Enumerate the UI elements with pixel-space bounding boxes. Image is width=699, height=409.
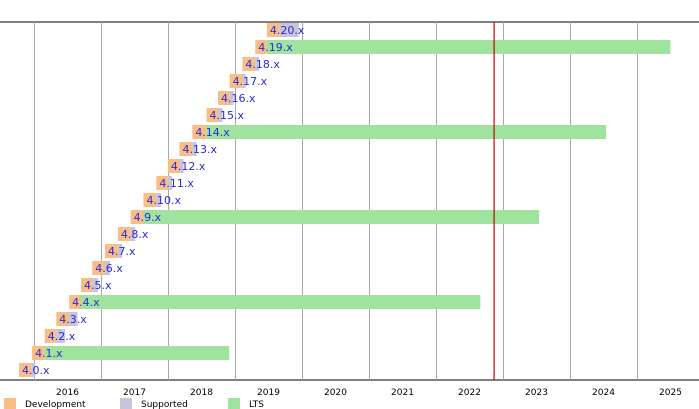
release-label: 4.13.x (182, 143, 217, 156)
legend: Development Supported LTS (4, 398, 264, 409)
supported-bar (192, 142, 197, 156)
development-bar (179, 142, 193, 156)
development-bar (156, 176, 168, 190)
release-label: 4.14.x (195, 126, 230, 139)
release-label: 4.10.x (146, 194, 181, 207)
development-bar (218, 91, 230, 105)
legend-swatch-lts (228, 398, 240, 409)
supported-bar (56, 329, 66, 343)
release-label: 4.3.x (59, 313, 87, 326)
grid-lines (0, 21, 699, 381)
development-bar (92, 261, 106, 275)
x-tick-label: 2019 (257, 388, 280, 398)
release-bars (19, 23, 671, 377)
development-bar (44, 329, 57, 343)
release-label: 4.9.x (134, 211, 162, 224)
development-bar (229, 74, 243, 88)
x-tick-label: 2016 (56, 388, 79, 398)
legend-swatch-supported (120, 398, 132, 409)
supported-bar (279, 23, 299, 37)
supported-bar (242, 74, 246, 88)
legend-label-development: Development (25, 400, 86, 409)
x-tick-label: 2017 (123, 388, 146, 398)
release-label: 4.18.x (245, 58, 280, 71)
x-tick-label: 2025 (659, 388, 682, 398)
development-bar (143, 193, 157, 207)
release-label: 4.19.x (258, 41, 293, 54)
release-label: 4.16.x (221, 92, 256, 105)
development-bar (32, 346, 45, 360)
release-label: 4.7.x (108, 245, 136, 258)
development-bar (266, 23, 280, 37)
supported-bar (130, 227, 136, 241)
supported-bar (92, 278, 98, 292)
supported-bar (229, 91, 234, 105)
release-label: 4.17.x (233, 75, 268, 88)
development-bar (167, 159, 180, 173)
x-tick-label: 2022 (458, 388, 481, 398)
legend-swatch-development (4, 398, 16, 409)
development-bar (19, 363, 32, 377)
x-tick-label: 2021 (391, 388, 414, 398)
release-label: 4.12.x (171, 160, 206, 173)
supported-bar (218, 108, 223, 122)
development-bar (242, 57, 256, 71)
release-label: 4.1.x (35, 347, 63, 360)
legend-label-lts: LTS (249, 400, 264, 409)
supported-bar (156, 193, 161, 207)
release-label: 4.4.x (72, 296, 100, 309)
release-label: 4.2.x (48, 330, 76, 343)
lts-bar (81, 295, 481, 309)
release-label: 4.0.x (22, 364, 50, 377)
development-bar (81, 278, 93, 292)
development-bar (192, 125, 207, 139)
supported-bar (105, 261, 110, 275)
release-label: 4.20.x (270, 24, 305, 37)
development-bar (117, 227, 131, 241)
supported-bar (69, 312, 78, 326)
x-axis: 2016 2017 2018 2019 2020 2021 2022 2023 2024 2025 (56, 388, 682, 398)
supported-bar (167, 176, 173, 190)
lts-bar (266, 40, 671, 54)
development-bar (69, 295, 82, 309)
x-tick-label: 2024 (592, 388, 615, 398)
supported-bar (179, 159, 184, 173)
supported-bar (255, 57, 259, 71)
development-bar (206, 108, 219, 122)
x-tick-label: 2023 (525, 388, 548, 398)
lts-bar (143, 210, 540, 224)
release-label: 4.8.x (121, 228, 149, 241)
x-tick-label: 2018 (190, 388, 213, 398)
legend-label-supported: Supported (141, 400, 188, 409)
lts-bar (206, 125, 607, 139)
supported-bar (31, 363, 36, 377)
supported-bar (117, 244, 123, 258)
release-label: 4.15.x (209, 109, 244, 122)
development-bar (56, 312, 70, 326)
development-bar (130, 210, 144, 224)
release-label: 4.5.x (84, 279, 112, 292)
x-tick-label: 2020 (324, 388, 347, 398)
release-labels: 4.0.x 4.1.x 4.2.x 4.3.x 4.4.x 4.5.x 4.6.x 4.7.x… (22, 24, 305, 377)
release-label: 4.6.x (95, 262, 123, 275)
development-bar (105, 244, 118, 258)
lts-bar (44, 346, 230, 360)
development-bar (255, 40, 267, 54)
release-label: 4.11.x (159, 177, 194, 190)
